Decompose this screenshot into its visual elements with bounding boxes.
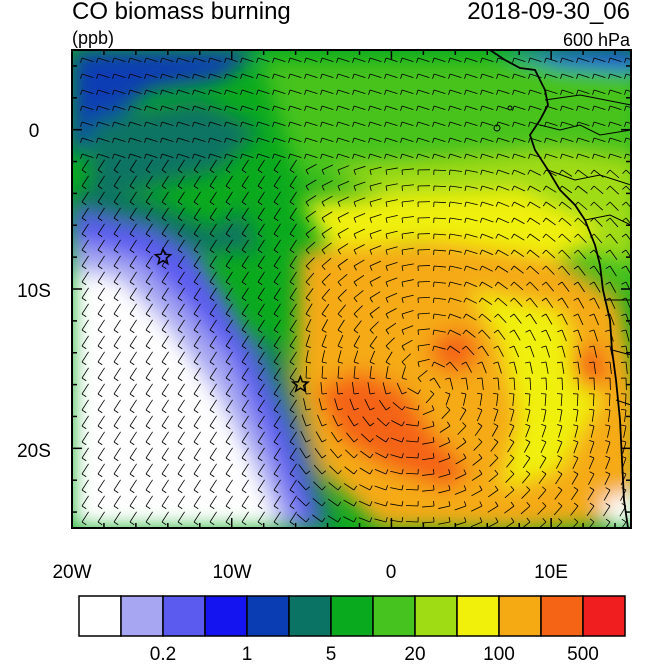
colorbar-swatch bbox=[456, 595, 500, 637]
colorbar-swatch bbox=[204, 595, 248, 637]
colorbar-tick-label: 5 bbox=[326, 644, 337, 665]
colorbar-tick-label: 1 bbox=[242, 644, 253, 665]
colorbar-swatch bbox=[246, 595, 290, 637]
lon-label-20w: 20W bbox=[52, 562, 91, 583]
colorbar-tick-label: 100 bbox=[483, 644, 515, 665]
pressure-level-label: 600 hPa bbox=[562, 30, 630, 50]
colorbar-swatch bbox=[288, 595, 332, 637]
colorbar-swatch bbox=[330, 595, 374, 637]
colorbar-swatch bbox=[120, 595, 164, 637]
colorbar-tick-label: 20 bbox=[404, 644, 425, 665]
colorbar-tick-label: 500 bbox=[567, 644, 599, 665]
co-field bbox=[72, 50, 631, 528]
country-borders bbox=[539, 94, 631, 406]
colorbar-swatch bbox=[372, 595, 416, 637]
lat-label-20s: 20S bbox=[17, 441, 51, 462]
wind-barbs bbox=[80, 57, 631, 528]
colorbar-swatch bbox=[162, 595, 206, 637]
colorbar-swatch bbox=[498, 595, 542, 637]
units-label: (ppb) bbox=[72, 28, 115, 48]
colorbar-swatch bbox=[78, 595, 122, 637]
colorbar: 0.2 1 5 20 100 500 bbox=[78, 595, 626, 665]
star-marker-north bbox=[153, 247, 173, 266]
lat-label-10s: 10S bbox=[17, 281, 51, 302]
colorbar-swatch bbox=[582, 595, 626, 637]
lon-label-0: 0 bbox=[386, 562, 397, 583]
lon-label-10w: 10W bbox=[212, 562, 251, 583]
colorbar-swatch bbox=[414, 595, 458, 637]
africa-coastline bbox=[489, 50, 629, 528]
datetime-label: 2018-09-30_06 bbox=[467, 0, 630, 25]
colorbar-swatch bbox=[540, 595, 584, 637]
axis-ticks bbox=[71, 50, 631, 528]
colorbar-tick-label: 0.2 bbox=[150, 644, 176, 665]
lat-label-0: 0 bbox=[29, 121, 40, 142]
star-marker-south bbox=[290, 374, 310, 393]
lon-label-10e: 10E bbox=[534, 562, 568, 583]
map-title: CO biomass burning bbox=[72, 0, 291, 25]
station-markers bbox=[153, 247, 310, 393]
